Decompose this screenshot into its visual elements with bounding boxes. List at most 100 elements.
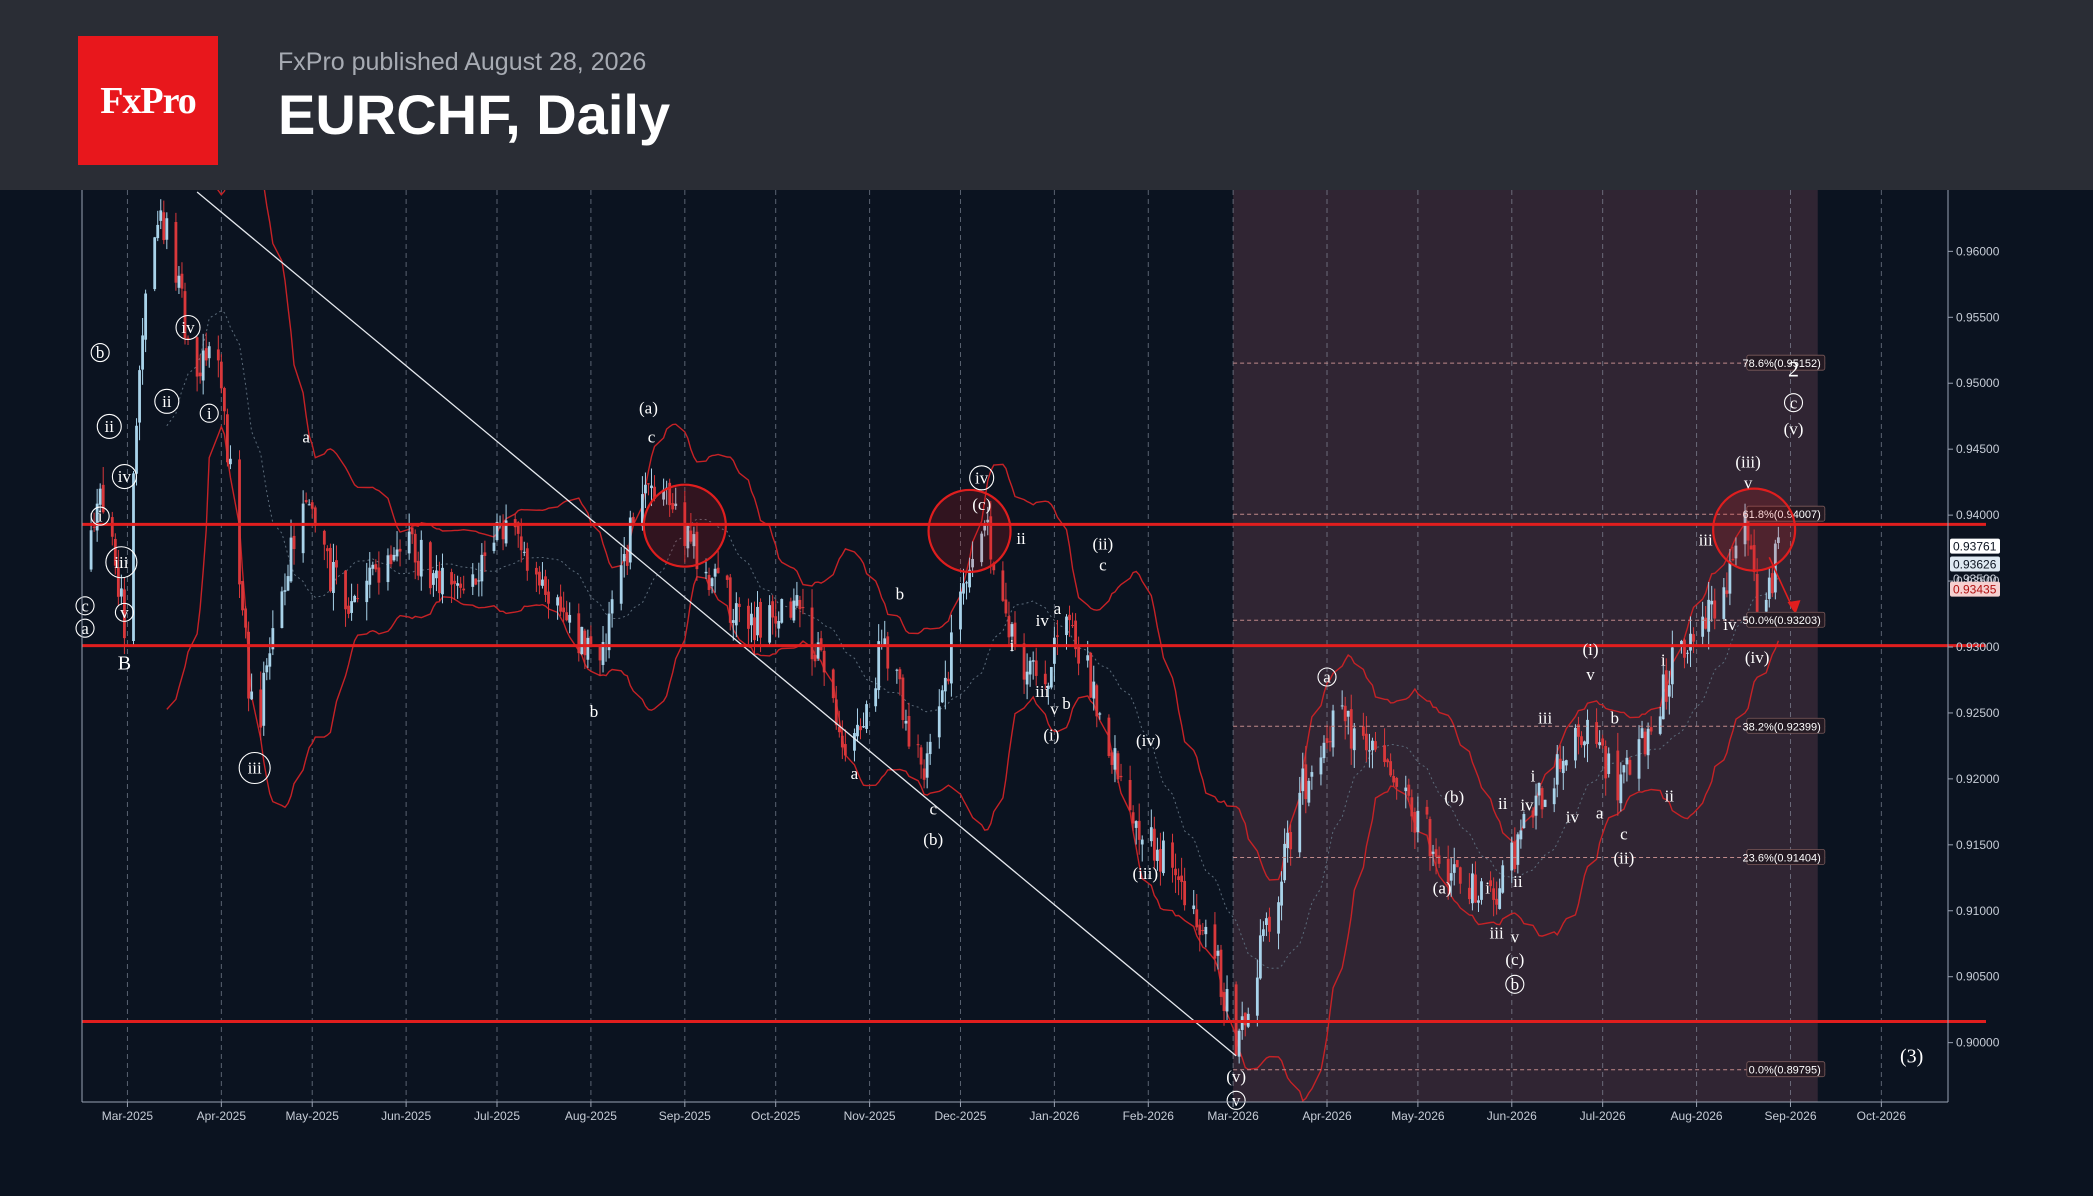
- candle-body: [689, 530, 693, 542]
- candle-body: [1052, 637, 1056, 664]
- wave-label-circle: [238, 751, 271, 785]
- candle-body: [1177, 876, 1180, 881]
- candle-body: [925, 753, 929, 778]
- candle-body: [1458, 867, 1462, 884]
- candle-body: [1734, 545, 1738, 559]
- y-tick-label: 0.95000: [1956, 376, 2000, 390]
- wave-label-circle: [1505, 974, 1525, 994]
- price-chart[interactable]: 78.6%(0.95152) 61.8%(0.94007) 50.0%(0.9320…: [0, 190, 2093, 1196]
- candle-body: [392, 554, 396, 561]
- candle-body: [419, 539, 423, 577]
- candle-body: [965, 582, 968, 584]
- candle-body: [198, 372, 202, 377]
- candle-body: [1404, 787, 1408, 792]
- candle-body: [1219, 949, 1223, 997]
- candle-body: [1622, 765, 1626, 773]
- candle-body: [1086, 655, 1090, 661]
- wave-label: v: [120, 603, 129, 622]
- candle-body: [413, 533, 417, 563]
- candle-body: [837, 726, 841, 733]
- candle-body: [756, 606, 759, 636]
- wave-label: ii: [105, 417, 115, 436]
- candle-body: [350, 601, 354, 613]
- fib-label: 38.2%(0.92399): [1743, 721, 1821, 733]
- wave-label: iii: [248, 759, 262, 778]
- wave-label-circle: [111, 463, 137, 490]
- candle-body: [1180, 875, 1184, 882]
- candle-body: [1258, 935, 1262, 979]
- candle-body: [641, 494, 644, 527]
- wave-label: (ii): [1092, 534, 1113, 553]
- y-tick-label: 0.94500: [1956, 442, 2000, 456]
- candle-body: [1689, 633, 1692, 651]
- candle-body: [1107, 717, 1111, 756]
- bollinger-middle: [166, 310, 1779, 969]
- x-tick-label: Oct-2025: [751, 1109, 801, 1123]
- wave-label-circle: [90, 506, 110, 526]
- wave-label: iv: [1520, 796, 1534, 815]
- candle-body: [241, 580, 244, 611]
- candle-body: [113, 538, 117, 566]
- wave-label: c: [1099, 556, 1107, 575]
- candle-body: [816, 642, 820, 659]
- candle-body: [1407, 784, 1411, 796]
- wave-label: i: [1485, 879, 1490, 898]
- x-tick-label: Oct-2026: [1857, 1109, 1907, 1123]
- candle-body: [1092, 681, 1096, 699]
- bollinger-lower: [166, 424, 1780, 1102]
- candle-body: [586, 637, 590, 660]
- candle-body: [1277, 902, 1280, 934]
- wave-label: a: [1323, 668, 1331, 687]
- candle-body: [1749, 545, 1753, 550]
- y-tick-label: 0.93000: [1956, 640, 2000, 654]
- candle-body: [1213, 924, 1217, 959]
- resistance-circle: [642, 483, 727, 568]
- candle-body: [1743, 511, 1747, 545]
- candle-body: [662, 489, 666, 500]
- candle-body: [1513, 841, 1517, 870]
- candle-body: [631, 516, 635, 524]
- wave-label: ii: [1665, 786, 1675, 805]
- x-tick-label: May-2025: [286, 1109, 340, 1123]
- candle-body: [1773, 543, 1777, 593]
- candle-body: [247, 631, 251, 699]
- candle-body: [777, 621, 781, 629]
- candle-body: [95, 503, 99, 531]
- fib-label: 0.0%(0.89795): [1749, 1065, 1821, 1077]
- candle-body: [504, 520, 508, 544]
- candle-body: [1586, 719, 1589, 745]
- candle-body: [101, 484, 105, 513]
- candle-body: [1340, 705, 1344, 707]
- fib-label: 23.6%(0.91404): [1743, 852, 1821, 864]
- candle-body: [1368, 750, 1371, 752]
- candle-body: [692, 534, 696, 547]
- candle-body: [937, 706, 941, 738]
- candle-body: [1395, 777, 1399, 787]
- candle-body: [834, 699, 838, 726]
- x-tick-label: Nov-2025: [844, 1109, 896, 1123]
- wave-label: c: [1790, 393, 1798, 412]
- fib-label-box: [1746, 1061, 1826, 1078]
- wave-label: a: [851, 764, 859, 783]
- candle-body: [856, 724, 859, 737]
- wave-label: (ii): [1613, 848, 1634, 867]
- candle-body: [1492, 888, 1496, 900]
- candle-body: [1446, 858, 1450, 886]
- candle-body: [162, 212, 166, 241]
- candle-body: [1661, 674, 1665, 720]
- candle-body: [132, 473, 135, 641]
- wave-label: b: [96, 343, 105, 362]
- candle-body: [607, 613, 611, 651]
- candle-body: [628, 517, 632, 563]
- candle-body: [1383, 745, 1386, 763]
- candle-body: [968, 569, 971, 588]
- candle-body: [1637, 739, 1641, 779]
- candle-body: [347, 605, 350, 614]
- candle-body: [919, 747, 923, 765]
- candle-body: [949, 632, 953, 684]
- price-label: 0.93761: [1953, 540, 1997, 554]
- candle-body: [1722, 587, 1726, 619]
- candle-body: [1198, 924, 1202, 935]
- candle-body: [1455, 860, 1459, 868]
- candle-body: [1713, 600, 1717, 619]
